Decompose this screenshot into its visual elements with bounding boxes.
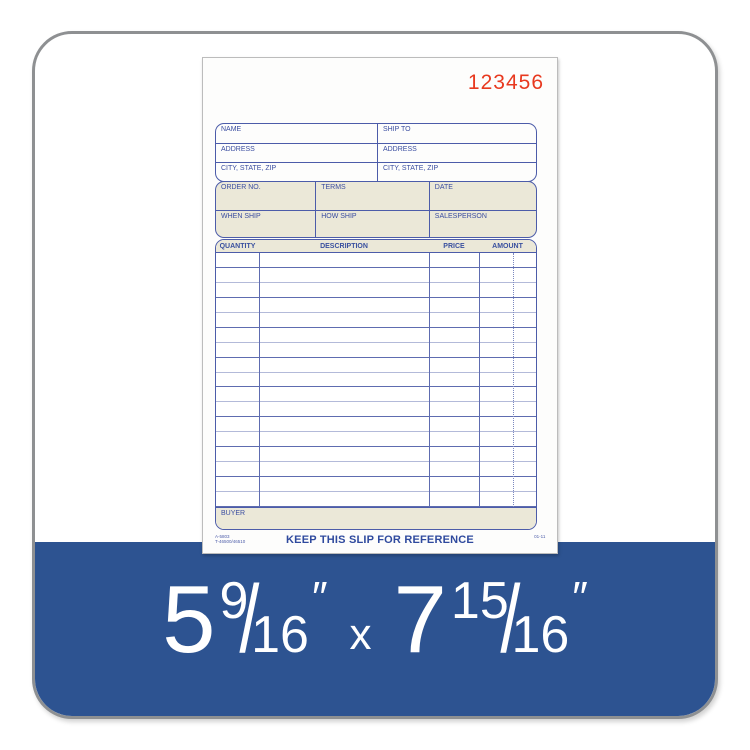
table-row bbox=[216, 432, 536, 448]
height-fraction-slash: / bbox=[500, 566, 521, 673]
table-row bbox=[216, 462, 536, 478]
salesperson-label: SALESPERSON bbox=[434, 212, 487, 220]
ship-city-state-zip-label: CITY, STATE, ZIP bbox=[382, 165, 439, 172]
sales-order-form: 123456 NAME SHIP TO ADDRESS ADDRESS CITY… bbox=[202, 57, 558, 554]
when-ship-field: WHEN SHIP bbox=[216, 209, 316, 238]
table-row bbox=[216, 447, 536, 463]
amount-cents-dotted-divider bbox=[513, 253, 514, 507]
form-number-line2: T-46500/46510 bbox=[215, 539, 246, 545]
keep-slip-notice: KEEP THIS SLIP FOR REFERENCE bbox=[286, 534, 474, 546]
table-row bbox=[216, 268, 536, 283]
table-row bbox=[216, 373, 536, 388]
height-fraction-denominator: 16 bbox=[511, 606, 570, 664]
ship-address-field: ADDRESS bbox=[376, 143, 536, 162]
width-fraction-numerator: 9 bbox=[219, 572, 249, 630]
ship-address-label: ADDRESS bbox=[382, 146, 417, 153]
salesperson-field: SALESPERSON bbox=[428, 209, 536, 237]
height-whole-number: 7 bbox=[393, 566, 447, 673]
form-number-line1: A-5803 bbox=[215, 534, 230, 539]
table-row bbox=[216, 402, 536, 418]
table-row bbox=[216, 387, 536, 403]
how-ship-field: HOW SHIP bbox=[315, 209, 429, 237]
table-row bbox=[216, 298, 536, 313]
price-column-divider bbox=[479, 253, 480, 507]
ship-city-state-zip-field: CITY, STATE, ZIP bbox=[376, 162, 536, 181]
table-row bbox=[216, 343, 536, 358]
address-field: ADDRESS bbox=[216, 143, 377, 162]
product-card: 123456 NAME SHIP TO ADDRESS ADDRESS CITY… bbox=[32, 31, 718, 719]
quantity-column-divider bbox=[259, 253, 260, 507]
table-row bbox=[216, 253, 536, 268]
edition-code: 01-11 bbox=[533, 534, 545, 539]
date-label: DATE bbox=[434, 184, 453, 191]
table-row bbox=[216, 417, 536, 433]
description-column-header: DESCRIPTION bbox=[320, 242, 368, 250]
width-fraction-slash: / bbox=[239, 566, 260, 673]
price-column-header: PRICE bbox=[443, 242, 465, 250]
order-no-field: ORDER NO. bbox=[216, 182, 315, 210]
how-ship-label: HOW SHIP bbox=[321, 212, 357, 220]
width-inch-mark: ″ bbox=[311, 573, 328, 622]
height-inch-mark: ″ bbox=[572, 573, 588, 622]
terms-label: TERMS bbox=[321, 184, 346, 191]
form-serial-number: 123456 bbox=[467, 71, 544, 94]
form-footer: A-5803 T-46500/46510 KEEP THIS SLIP FOR … bbox=[215, 532, 545, 552]
quantity-column-header: QUANTITY bbox=[219, 242, 256, 250]
table-row bbox=[216, 313, 536, 328]
dimensions-banner-background bbox=[35, 542, 715, 716]
terms-field: TERMS bbox=[315, 182, 429, 210]
amount-column-header: AMOUNT bbox=[492, 242, 523, 250]
height-fraction-numerator: 15 bbox=[450, 572, 509, 630]
order-items-table: QUANTITY DESCRIPTION PRICE AMOUNT BUYER bbox=[215, 239, 537, 530]
buyer-row: BUYER bbox=[216, 507, 536, 529]
table-row bbox=[216, 328, 536, 343]
bill-ship-section: NAME SHIP TO ADDRESS ADDRESS CITY, STATE… bbox=[215, 123, 537, 182]
date-field: DATE bbox=[428, 182, 536, 210]
table-header-row: QUANTITY DESCRIPTION PRICE AMOUNT bbox=[216, 240, 536, 253]
description-column-divider bbox=[429, 253, 430, 507]
dimensions-text: 59/16″x 715/16″ bbox=[35, 566, 715, 716]
dimension-separator: x bbox=[349, 610, 372, 659]
order-table-rows bbox=[216, 253, 536, 507]
ship-to-field: SHIP TO bbox=[376, 124, 536, 143]
ship-to-label: SHIP TO bbox=[382, 126, 411, 133]
table-row bbox=[216, 358, 536, 373]
order-details-section: ORDER NO. TERMS DATE WHEN SHIP HOW SHIP … bbox=[215, 181, 537, 238]
address-label: ADDRESS bbox=[221, 146, 255, 153]
city-state-zip-label: CITY, STATE, ZIP bbox=[221, 165, 277, 172]
when-ship-label: WHEN SHIP bbox=[221, 212, 261, 220]
buyer-label: BUYER bbox=[221, 510, 246, 517]
city-state-zip-field: CITY, STATE, ZIP bbox=[216, 162, 377, 181]
width-fraction-denominator: 16 bbox=[251, 606, 309, 664]
order-no-label: ORDER NO. bbox=[221, 184, 261, 191]
width-whole-number: 5 bbox=[162, 566, 216, 673]
table-row bbox=[216, 283, 536, 298]
name-label: NAME bbox=[221, 126, 242, 133]
table-row bbox=[216, 492, 536, 507]
form-number-print: A-5803 T-46500/46510 bbox=[215, 534, 245, 544]
table-row bbox=[216, 477, 536, 492]
name-field: NAME bbox=[216, 124, 377, 143]
